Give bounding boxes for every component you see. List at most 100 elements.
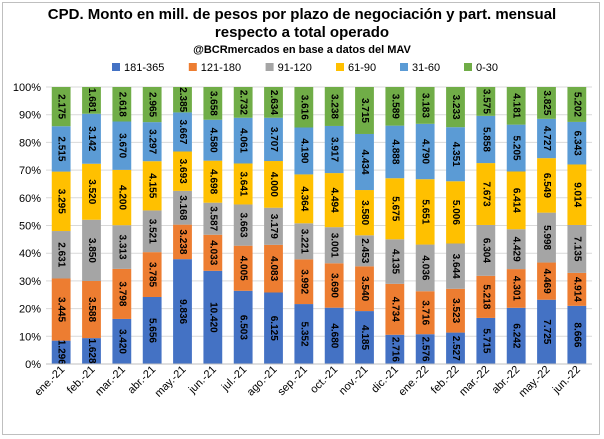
x-tick-label: nov.-21: [337, 364, 371, 398]
data-label: 4.434: [359, 149, 370, 174]
data-label: 6.304: [480, 238, 491, 263]
data-label: 3.587: [207, 206, 218, 231]
data-label: 3.179: [268, 214, 279, 239]
bar-segment: [233, 204, 253, 246]
bar-segment: [415, 179, 435, 245]
bar-segment: [415, 334, 435, 364]
bar-segment: [51, 87, 71, 127]
data-label: 3.644: [450, 254, 461, 279]
data-label: 4.429: [511, 237, 522, 262]
bar-segment: [446, 332, 465, 364]
bar-segment: [264, 244, 283, 293]
data-label: 3.238: [329, 94, 340, 119]
legend-label: 91-120: [278, 62, 312, 74]
data-label: 2.631: [56, 242, 67, 267]
x-tick-label: mar.-21: [93, 364, 128, 399]
data-label: 3.297: [147, 129, 158, 154]
bar-segment: [476, 317, 496, 364]
bar-segment: [82, 219, 101, 282]
data-label: 2.515: [56, 136, 67, 161]
bar-segment: [446, 87, 465, 128]
data-label: 3.715: [359, 98, 370, 123]
y-tick-label: 60%: [19, 193, 41, 205]
data-label: 6.125: [268, 316, 279, 341]
bar-segment: [233, 87, 253, 118]
bar-segment: [203, 87, 223, 120]
bar-segment: [537, 118, 556, 159]
bar-segment: [506, 269, 526, 308]
x-tick-label: sep.-21: [276, 364, 310, 398]
data-label: 5.202: [571, 92, 582, 117]
bar-segment: [112, 225, 132, 269]
legend-swatch: [400, 63, 408, 71]
data-label: 5.675: [389, 196, 400, 221]
data-label: 3.001: [329, 233, 340, 258]
data-label: 4.061: [238, 128, 249, 153]
data-label: 4.200: [116, 185, 127, 210]
bar-segment: [264, 87, 283, 118]
bar-segment: [537, 262, 556, 300]
data-label: 2.576: [420, 337, 431, 362]
data-label: 3.707: [268, 127, 279, 152]
data-label: 4.888: [389, 139, 400, 164]
bar-segment: [324, 173, 344, 228]
bar-segment: [82, 113, 101, 164]
data-label: 3.825: [541, 90, 552, 115]
bar-segment: [355, 266, 374, 312]
data-label: 3.520: [86, 179, 97, 204]
y-tick-label: 40%: [19, 248, 41, 260]
data-label: 7.673: [480, 182, 491, 207]
bar-segment: [51, 126, 71, 172]
bar-segment: [537, 158, 556, 213]
data-label: 3.420: [116, 329, 127, 354]
data-label: 7.725: [541, 319, 552, 344]
data-label: 4.680: [329, 323, 340, 348]
bar-segment: [142, 210, 162, 253]
bar-segment: [415, 244, 435, 292]
data-label: 3.575: [480, 89, 491, 114]
bar-segment: [415, 123, 435, 180]
data-label: 5.218: [480, 284, 491, 309]
bar-segment: [233, 163, 253, 205]
bar-segment: [567, 87, 587, 122]
y-tick-label: 30%: [19, 276, 41, 288]
data-label: 4.005: [238, 256, 249, 281]
data-label: 4.698: [207, 169, 218, 194]
data-label: 2.732: [238, 90, 249, 115]
data-label: 6.414: [511, 188, 522, 213]
data-label: 2.453: [359, 238, 370, 263]
bar-segment: [203, 234, 223, 271]
data-label: 3.238: [177, 229, 188, 254]
bar-segment: [112, 318, 132, 364]
bar-segment: [506, 229, 526, 270]
bar-segment: [51, 340, 71, 364]
data-label: 2.618: [116, 92, 127, 117]
bar-segment: [567, 305, 587, 364]
bar-segment: [233, 117, 253, 164]
bar-segment: [446, 288, 465, 333]
data-label: 4.580: [207, 128, 218, 153]
data-label: 3.233: [450, 95, 461, 120]
data-label: 5.006: [450, 200, 461, 225]
bar-segment: [324, 125, 344, 174]
x-tick-label: ago.-21: [245, 364, 280, 399]
x-tick-label: ene.-22: [396, 364, 431, 399]
data-label: 3.917: [329, 137, 340, 162]
data-label: 3.313: [116, 235, 127, 260]
data-label: 3.580: [359, 200, 370, 225]
bar-segment: [233, 290, 253, 364]
data-label: 7.135: [571, 236, 582, 261]
data-label: 4.734: [389, 297, 400, 322]
data-label: 3.663: [238, 213, 249, 238]
data-label: 3.641: [238, 171, 249, 196]
data-label: 3.221: [298, 229, 309, 254]
bar-segment: [142, 252, 162, 297]
bar-segment: [324, 87, 344, 126]
bar-segment: [537, 212, 556, 263]
data-label: 9.014: [571, 182, 582, 207]
data-label: 4.494: [329, 188, 340, 213]
bar-segment: [233, 245, 253, 291]
data-label: 3.785: [147, 262, 158, 287]
bar-segment: [294, 304, 314, 364]
